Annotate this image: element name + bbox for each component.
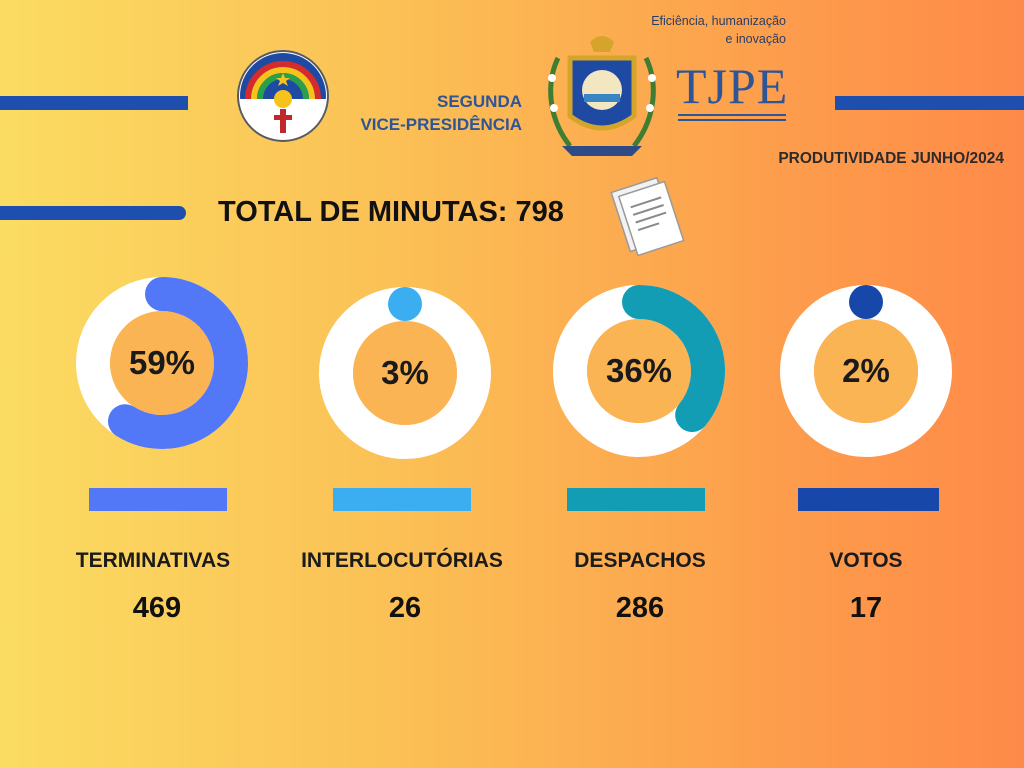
donut-center [587,319,691,423]
category-label-terminativas: TERMINATIVAS [75,549,231,572]
donut-votos: 2% [780,285,952,457]
percent-label-despachos: 36% [606,352,672,389]
donut-arc-despachos [622,285,725,432]
documents-icon [610,176,685,257]
donut-despachos: 36% [553,285,725,457]
tjpe-logo: TJPE [676,58,789,114]
tjpe-logo-underline [678,114,786,116]
donut-center [814,319,918,423]
vp-line-2: VICE-PRESIDÊNCIA [360,115,522,134]
pernambuco-flag-icon [237,50,329,142]
donut-charts: 59% 3% 36% 2% [76,277,952,459]
category-value-votos: 17 [849,592,883,624]
donut-center [110,311,214,415]
legend-swatch-votos [798,488,939,511]
donut-center [353,321,457,425]
tagline-line-1: Eficiência, humanização [651,14,786,28]
category-label-votos: VOTOS [829,549,903,572]
tagline: Eficiência, humanização e inovação [600,12,786,48]
vp-line-1: SEGUNDA [436,92,522,111]
productivity-period: PRODUTIVIDADE JUNHO/2024 [778,150,1004,167]
header-left-rule [0,96,188,110]
header-right-rule [835,96,1024,110]
category-value-interlocutorias: 26 [388,592,422,624]
category-value-despachos: 286 [615,592,665,624]
donut-interlocutorias: 3% [319,287,491,459]
coat-of-arms-icon [548,36,656,156]
tjpe-logo-underline-2 [678,119,786,121]
percent-label-votos: 2% [842,352,890,389]
tagline-line-2: e inovação [725,32,786,46]
category-label-interlocutorias: INTERLOCUTÓRIAS [301,549,503,572]
vice-presidencia-title: SEGUNDA VICE-PRESIDÊNCIA [320,90,522,136]
donut-arc-terminativas [108,277,248,449]
total-minutas: TOTAL DE MINUTAS: 798 [218,196,564,228]
legend-swatch-despachos [567,488,705,511]
category-label-despachos: DESPACHOS [574,549,706,572]
total-left-rule [0,206,186,220]
percent-label-interlocutorias: 3% [381,354,429,391]
percent-label-terminativas: 59% [129,344,195,381]
donut-terminativas: 59% [76,277,248,449]
category-value-terminativas: 469 [132,592,182,624]
legend-swatch-interlocutorias [333,488,471,511]
legend-swatch-terminativas [89,488,227,511]
